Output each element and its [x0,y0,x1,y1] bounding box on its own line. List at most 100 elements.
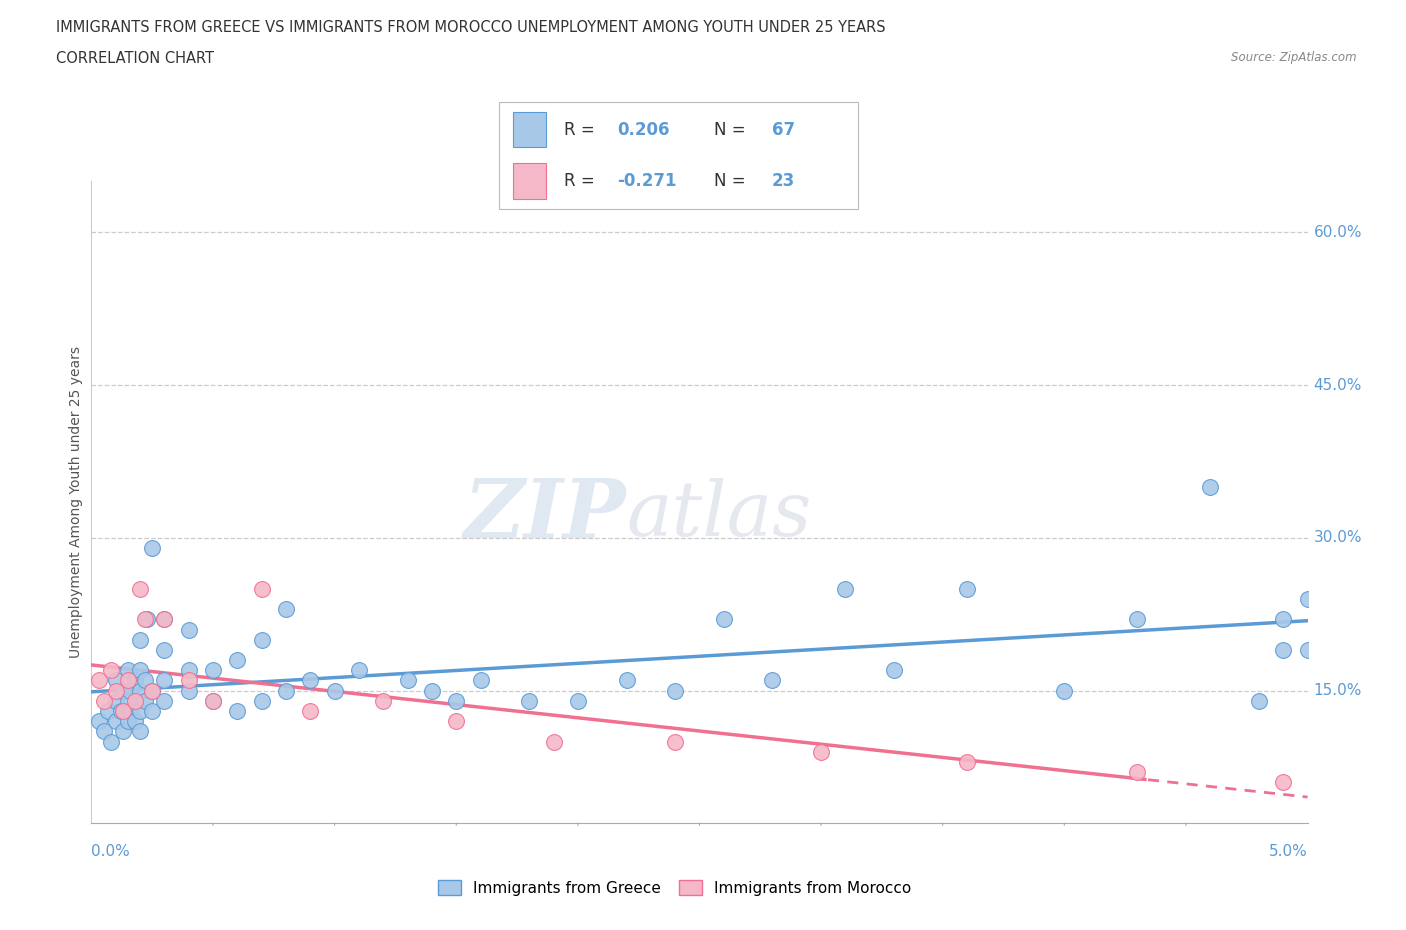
Text: 5.0%: 5.0% [1268,844,1308,858]
Point [111,724,134,738]
Point [664,684,686,698]
Point [1272,643,1295,658]
Point [120,704,142,719]
Point [104,694,127,709]
Point [274,602,297,617]
Point [250,694,273,709]
Text: ZIP: ZIP [464,475,627,555]
Point [124,713,146,728]
Point [956,754,979,769]
Point [202,694,225,709]
Text: R =: R = [564,172,600,190]
Point [543,734,565,749]
Point [110,704,132,719]
FancyBboxPatch shape [499,102,858,209]
Point [323,684,346,698]
Text: 0.206: 0.206 [617,121,669,139]
Point [299,704,322,719]
Point [129,704,152,719]
Point [444,694,467,709]
Point [1272,775,1295,790]
Point [104,713,127,728]
Point [124,694,146,709]
Point [1272,612,1295,627]
Point [567,694,589,709]
Point [120,684,142,698]
Point [250,581,273,596]
Point [1126,764,1149,779]
Point [124,673,146,688]
Point [373,694,395,709]
Text: 15.0%: 15.0% [1313,684,1362,698]
Point [1053,684,1076,698]
Point [129,663,152,678]
Point [274,684,297,698]
Text: 60.0%: 60.0% [1313,225,1362,240]
Point [153,612,176,627]
Point [93,694,115,709]
Point [141,684,163,698]
Point [226,653,249,668]
Point [347,663,370,678]
Point [664,734,686,749]
Point [129,724,152,738]
Point [117,673,139,688]
Point [104,684,127,698]
Text: -0.271: -0.271 [617,172,676,190]
Text: 23: 23 [772,172,794,190]
Point [136,612,159,627]
Point [713,612,735,627]
Text: R =: R = [564,121,600,139]
Point [117,694,139,709]
Text: Source: ZipAtlas.com: Source: ZipAtlas.com [1232,51,1357,64]
Point [104,673,127,688]
FancyBboxPatch shape [513,164,546,199]
Point [87,673,110,688]
Point [250,632,273,647]
Point [177,684,200,698]
Point [134,612,156,627]
Point [177,663,200,678]
Text: 45.0%: 45.0% [1313,378,1362,392]
Point [111,704,134,719]
Point [100,663,122,678]
Text: IMMIGRANTS FROM GREECE VS IMMIGRANTS FROM MOROCCO UNEMPLOYMENT AMONG YOUTH UNDER: IMMIGRANTS FROM GREECE VS IMMIGRANTS FRO… [56,20,886,35]
Point [111,684,134,698]
Point [810,744,832,759]
Point [153,673,176,688]
Point [420,684,443,698]
Text: 0.0%: 0.0% [91,844,131,858]
Point [761,673,783,688]
Point [87,713,110,728]
Point [202,663,225,678]
Point [134,673,156,688]
Point [141,684,163,698]
Point [134,694,156,709]
Point [226,704,249,719]
Point [1296,591,1319,606]
Point [444,713,467,728]
Point [956,581,979,596]
Point [517,694,540,709]
Point [153,612,176,627]
Point [129,684,152,698]
Legend: Immigrants from Greece, Immigrants from Morocco: Immigrants from Greece, Immigrants from … [432,873,918,902]
Text: atlas: atlas [627,478,811,552]
Point [93,724,115,738]
Point [153,694,176,709]
Point [141,704,163,719]
Point [1296,643,1319,658]
Point [153,643,176,658]
Point [97,704,120,719]
Point [299,673,322,688]
Point [202,694,225,709]
Point [396,673,419,688]
Text: N =: N = [714,172,751,190]
Text: 67: 67 [772,121,794,139]
Point [177,673,200,688]
Point [883,663,905,678]
Point [141,540,163,555]
Point [177,622,200,637]
Point [1199,480,1222,495]
Point [129,632,152,647]
